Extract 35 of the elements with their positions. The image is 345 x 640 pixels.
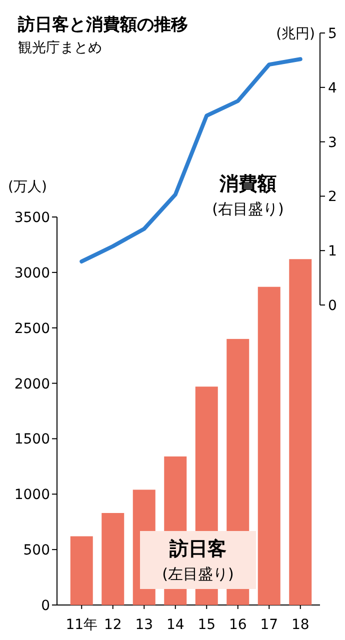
y-tick-label: 0 xyxy=(328,298,337,314)
series-label: 訪日客 xyxy=(168,538,226,560)
y-tick-label: 2500 xyxy=(14,320,50,337)
y-tick-label: 1 xyxy=(328,244,337,260)
bar xyxy=(70,536,93,605)
line-series xyxy=(80,57,302,264)
y-axis-title: (兆円) xyxy=(276,26,315,42)
text: 観光庁まとめ xyxy=(18,40,102,56)
chart-title: 訪日客と消費額の推移 xyxy=(17,15,188,35)
x-tick-label: 15 xyxy=(198,617,216,633)
x-tick-label: 14 xyxy=(166,617,184,633)
y-tick-label: 3000 xyxy=(14,265,50,282)
y-tick-label: 2 xyxy=(328,189,337,206)
y-axis-title: (万人) xyxy=(8,179,47,195)
x-tick-label: 18 xyxy=(291,617,310,633)
y-tick-label: 0 xyxy=(41,598,50,614)
x-tick-label: 13 xyxy=(135,617,154,633)
annotation: (左目盛り) xyxy=(162,565,234,583)
y-tick-label: 1000 xyxy=(14,487,50,504)
y-tick-label: 500 xyxy=(23,542,50,559)
y-tick-label: 2000 xyxy=(14,376,50,392)
y-tick-label: 3 xyxy=(328,134,337,151)
y-tick-label: 1500 xyxy=(14,432,50,448)
y-tick-label: 5 xyxy=(328,26,337,42)
bar xyxy=(289,259,312,605)
bar xyxy=(102,512,124,605)
x-tick-label: 11年 xyxy=(66,617,98,633)
annotation: (右目盛り) xyxy=(212,200,284,218)
y-tick-label: 4 xyxy=(328,80,337,96)
y-tick-label: 3500 xyxy=(14,210,50,226)
series-label: 消費額 xyxy=(218,173,276,195)
x-tick-label: 16 xyxy=(228,617,247,633)
x-tick-label: 12 xyxy=(104,617,122,633)
x-tick-label: 17 xyxy=(260,617,278,633)
bar xyxy=(258,286,280,605)
